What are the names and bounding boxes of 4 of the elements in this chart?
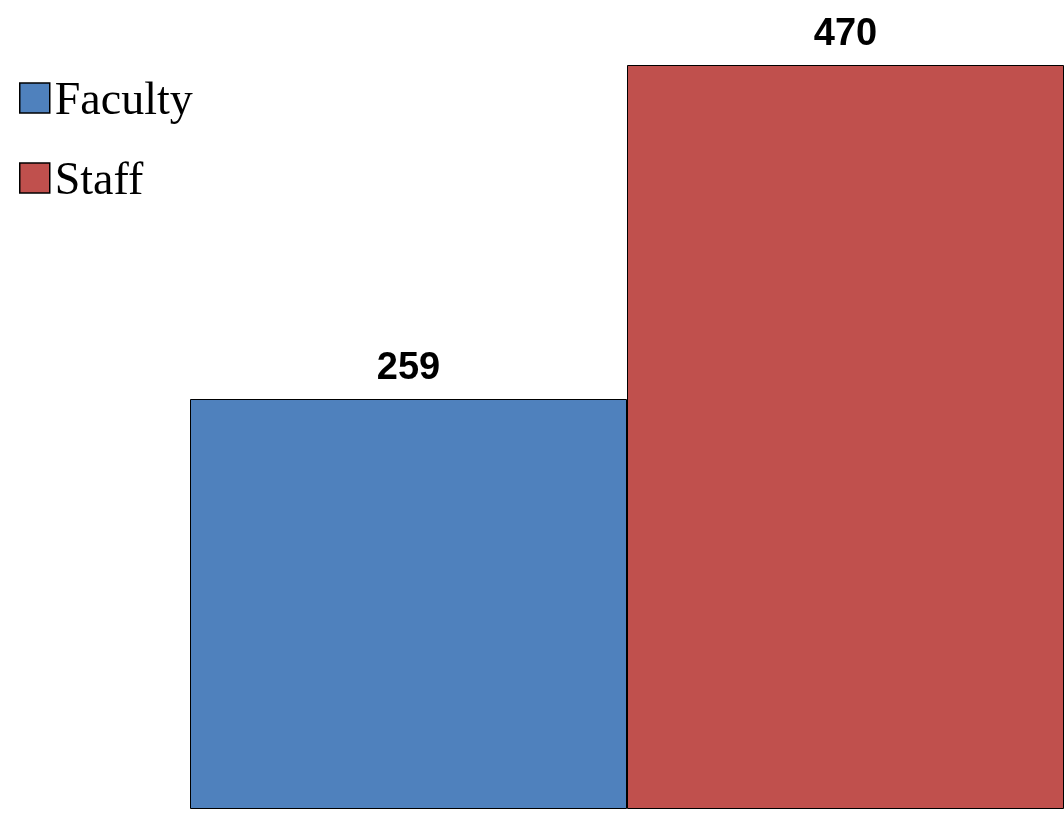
legend-label: Staff (54, 152, 145, 204)
data-label: 259 (376, 345, 441, 388)
legend-label: Faculty (54, 72, 193, 124)
data-label: 470 (813, 11, 878, 53)
